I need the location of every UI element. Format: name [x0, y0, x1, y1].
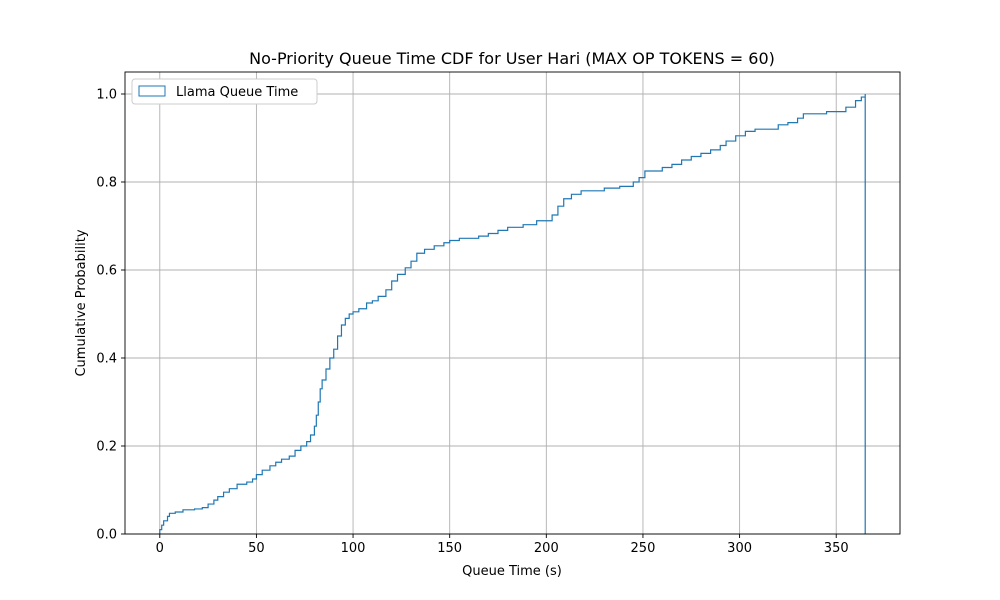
x-tick-label: 350 — [824, 541, 849, 556]
x-tick-label: 50 — [248, 541, 265, 556]
chart-title: No-Priority Queue Time CDF for User Hari… — [249, 49, 775, 68]
x-axis-label: Queue Time (s) — [462, 564, 562, 579]
legend: Llama Queue Time — [131, 78, 318, 105]
legend-swatch — [138, 85, 166, 97]
y-tick-label: 0.4 — [96, 352, 117, 367]
ticks: 0 50 100 150 200 250 300 350 0.0 0.2 0.4 0.6 0.8 1.0 — [96, 88, 848, 557]
x-tick-label: 250 — [631, 541, 656, 556]
legend-label: Llama Queue Time — [176, 85, 298, 100]
y-tick-label: 0.2 — [96, 440, 117, 455]
x-tick-label: 150 — [437, 541, 462, 556]
series-layer — [159, 94, 866, 534]
y-tick-label: 0.8 — [96, 176, 117, 191]
series-line — [159, 94, 866, 534]
y-tick-label: 0.6 — [96, 264, 117, 279]
y-axis-label: Cumulative Probability — [74, 229, 89, 376]
x-tick-label: 100 — [341, 541, 366, 556]
legend-frame — [131, 78, 318, 105]
x-tick-label: 200 — [534, 541, 559, 556]
plot-frame — [124, 71, 901, 535]
y-tick-label: 1.0 — [96, 88, 117, 103]
y-tick-label: 0.0 — [96, 528, 117, 543]
x-tick-label: 300 — [727, 541, 752, 556]
x-tick-label: 0 — [156, 541, 164, 556]
